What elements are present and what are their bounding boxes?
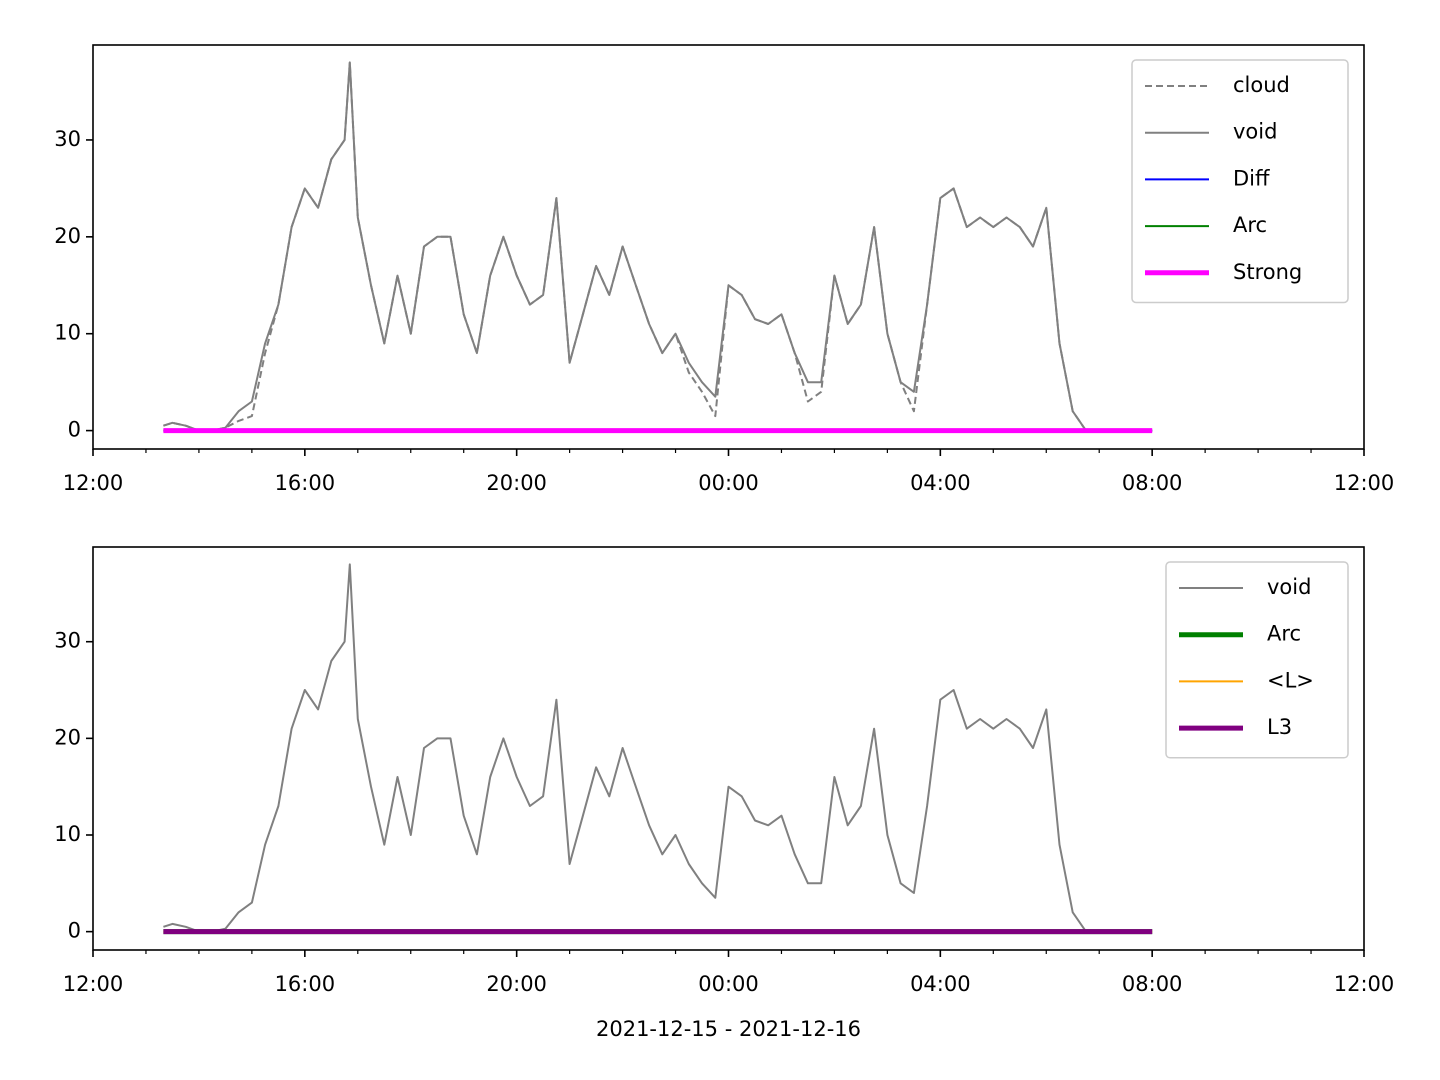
legend-box xyxy=(1165,561,1349,759)
x-tick-label: 08:00 xyxy=(1122,471,1183,495)
series-line xyxy=(163,61,1087,432)
x-tick-label: 00:00 xyxy=(698,471,759,495)
y-tick-label: 20 xyxy=(54,224,81,248)
x-tick-label: 12:00 xyxy=(63,972,124,996)
x-tick-label: 08:00 xyxy=(1122,972,1183,996)
series-line xyxy=(163,61,1087,432)
x-tick-label: 04:00 xyxy=(910,972,971,996)
x-tick-label: 04:00 xyxy=(910,471,971,495)
y-tick-label: 0 xyxy=(68,919,81,943)
x-tick-label: 00:00 xyxy=(698,972,759,996)
y-tick-label: 30 xyxy=(54,629,81,653)
x-axis-label: 2021-12-15 - 2021-12-16 xyxy=(596,1017,861,1041)
legend-label: <L> xyxy=(1267,668,1314,692)
plot-area xyxy=(163,563,1153,935)
legend-label: Strong xyxy=(1233,260,1302,284)
legend-label: void xyxy=(1267,575,1311,599)
legend-label: Arc xyxy=(1233,213,1267,237)
legend-label: cloud xyxy=(1233,73,1290,97)
legend-label: L3 xyxy=(1267,715,1292,739)
x-tick-label: 16:00 xyxy=(275,471,336,495)
y-tick-label: 20 xyxy=(54,725,81,749)
legend-label: Arc xyxy=(1267,622,1301,646)
x-tick-label: 20:00 xyxy=(486,972,547,996)
y-tick-label: 10 xyxy=(54,321,81,345)
y-tick-label: 0 xyxy=(68,418,81,442)
plot-area xyxy=(163,61,1153,434)
legend-label: void xyxy=(1233,120,1277,144)
x-tick-label: 20:00 xyxy=(486,471,547,495)
legend-label: Diff xyxy=(1233,166,1270,190)
x-tick-label: 12:00 xyxy=(1334,471,1395,495)
x-tick-label: 16:00 xyxy=(275,972,336,996)
series-line xyxy=(163,563,1087,933)
legend-box xyxy=(1131,59,1349,304)
x-tick-label: 12:00 xyxy=(63,471,124,495)
y-tick-label: 10 xyxy=(54,822,81,846)
y-tick-label: 30 xyxy=(54,127,81,151)
x-tick-label: 12:00 xyxy=(1334,972,1395,996)
